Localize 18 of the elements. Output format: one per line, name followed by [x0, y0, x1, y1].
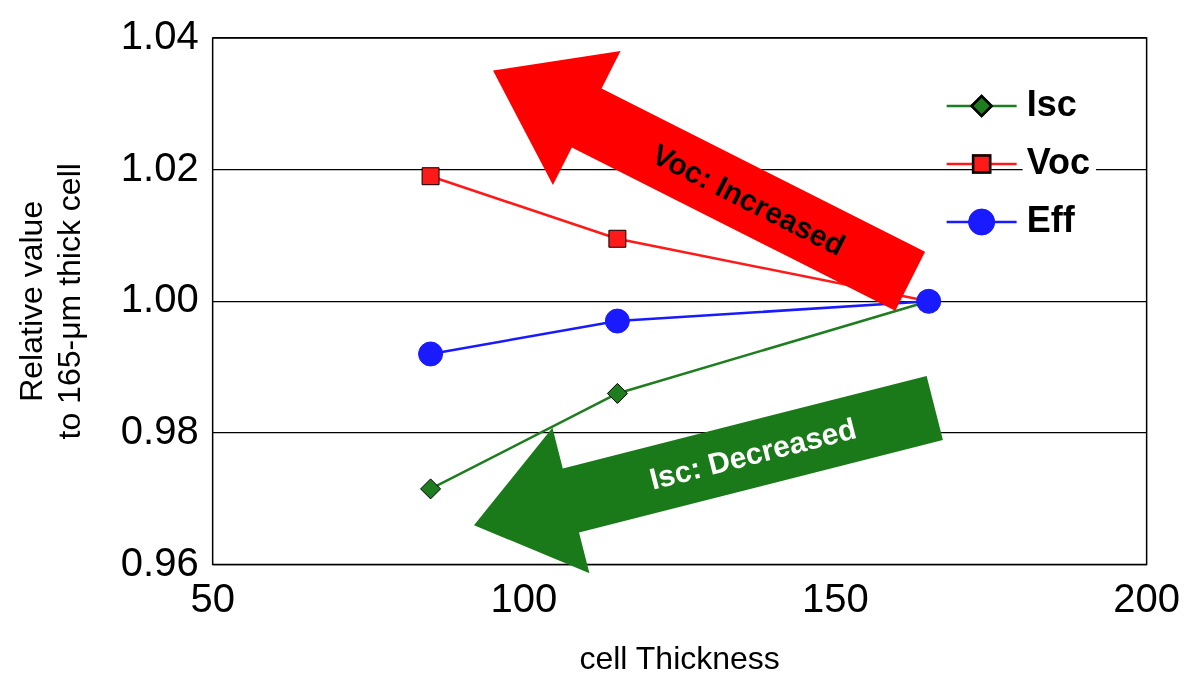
x-axis-title: cell Thickness — [579, 639, 780, 676]
x-tick-label: 100 — [490, 575, 558, 620]
point — [420, 478, 442, 500]
legend-label: Isc — [1026, 82, 1077, 124]
point — [606, 382, 628, 404]
y-tick-label: 1.00 — [120, 276, 199, 321]
y-tick-label: 0.98 — [120, 407, 199, 452]
point — [608, 229, 627, 248]
legend-label: Voc — [1026, 140, 1090, 182]
x-tick-label: 200 — [1113, 575, 1181, 620]
y-tick-label: 1.02 — [120, 144, 199, 189]
point — [421, 167, 440, 186]
legend-label: Eff — [1026, 198, 1076, 240]
y-axis-title: Relative value to 165-μm thick cell — [13, 163, 88, 440]
point — [418, 341, 444, 367]
y-tick-label: 1.04 — [120, 13, 199, 58]
point — [604, 308, 630, 334]
x-tick-label: 150 — [801, 575, 869, 620]
